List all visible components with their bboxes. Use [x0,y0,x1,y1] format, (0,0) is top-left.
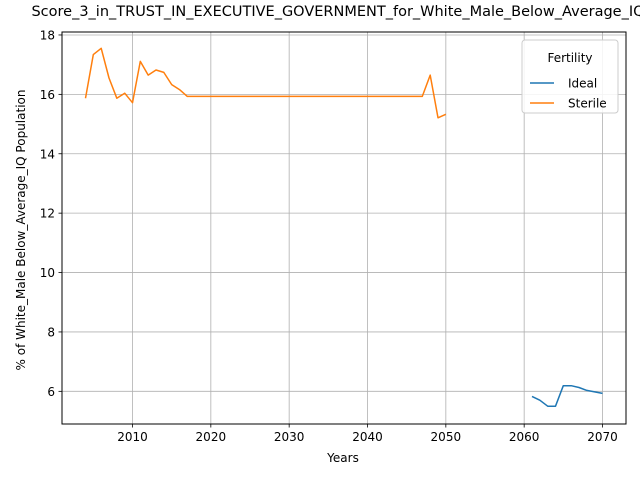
series-line-sterile [84,47,447,119]
y-axis-label: % of White_Male Below_Average_IQ Populat… [14,90,28,371]
y-tick-label: 14 [40,147,55,161]
x-tick-label: 2010 [117,430,148,444]
plot-frame [61,31,627,425]
legend-label-sterile: Sterile [568,97,607,111]
y-tick-label: 6 [47,385,55,399]
y-tick-label: 12 [40,207,55,221]
y-tick-label: 10 [40,266,55,280]
x-axis-label: Years [326,451,359,465]
y-tick-label: 8 [47,325,55,339]
series-line-ideal [531,384,603,407]
legend-box [521,39,619,114]
legend: Fertility Ideal Sterile [521,39,619,114]
y-tick-label: 18 [40,28,55,42]
x-tick-label: 2060 [509,430,540,444]
x-tick-label: 2050 [431,430,462,444]
x-tick-label: 2040 [352,430,383,444]
x-axis-ticks: 2010 2020 2030 2040 2050 2060 2070 [117,424,618,444]
x-tick-label: 2030 [274,430,305,444]
y-axis-ticks: 6 8 10 12 14 16 18 [40,28,62,399]
series-lines [84,47,603,407]
legend-label-ideal: Ideal [568,77,597,91]
y-tick-label: 16 [40,88,55,102]
x-tick-label: 2070 [587,430,618,444]
chart-title: Score_3_in_TRUST_IN_EXECUTIVE_GOVERNMENT… [31,4,640,20]
legend-title: Fertility [547,51,592,65]
x-tick-label: 2020 [196,430,227,444]
